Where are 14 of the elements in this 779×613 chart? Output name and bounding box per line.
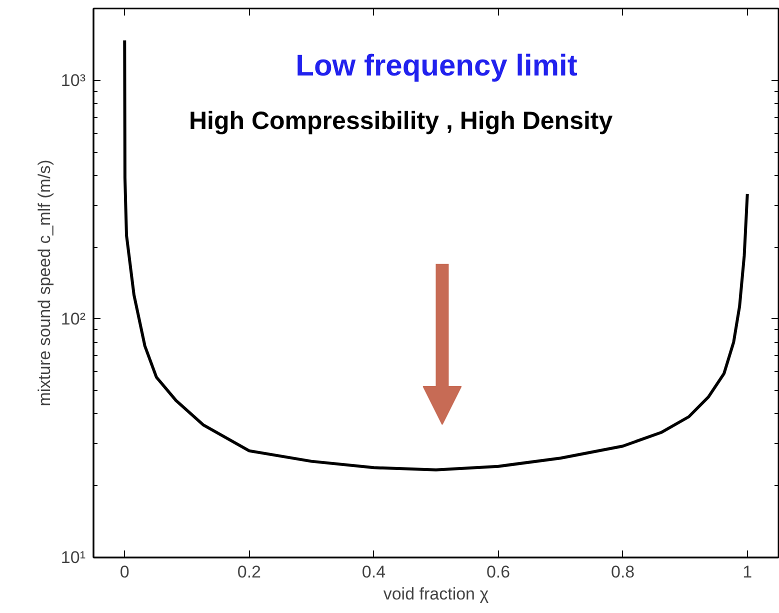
- y-tick-label: 10²: [60, 309, 86, 328]
- x-tick-label: 1: [742, 562, 752, 582]
- y-tick-label: 10¹: [60, 548, 86, 567]
- x-axis-title: void fraction χ: [383, 584, 489, 604]
- annotation: Low frequency limit: [296, 50, 578, 83]
- y-axis-title: mixture sound speed c_mlf (m/s): [34, 160, 54, 406]
- x-tick-label: 0.8: [611, 562, 635, 582]
- y-tick-label: 10³: [60, 70, 86, 90]
- x-tick-label: 0.2: [237, 562, 262, 582]
- x-tick-label: 0.4: [362, 562, 386, 582]
- annotation: High Compressibility , High Density: [188, 107, 613, 136]
- x-tick-label: 0.6: [486, 562, 510, 582]
- line-series: [123, 38, 749, 472]
- x-tick-label: 0: [120, 562, 130, 582]
